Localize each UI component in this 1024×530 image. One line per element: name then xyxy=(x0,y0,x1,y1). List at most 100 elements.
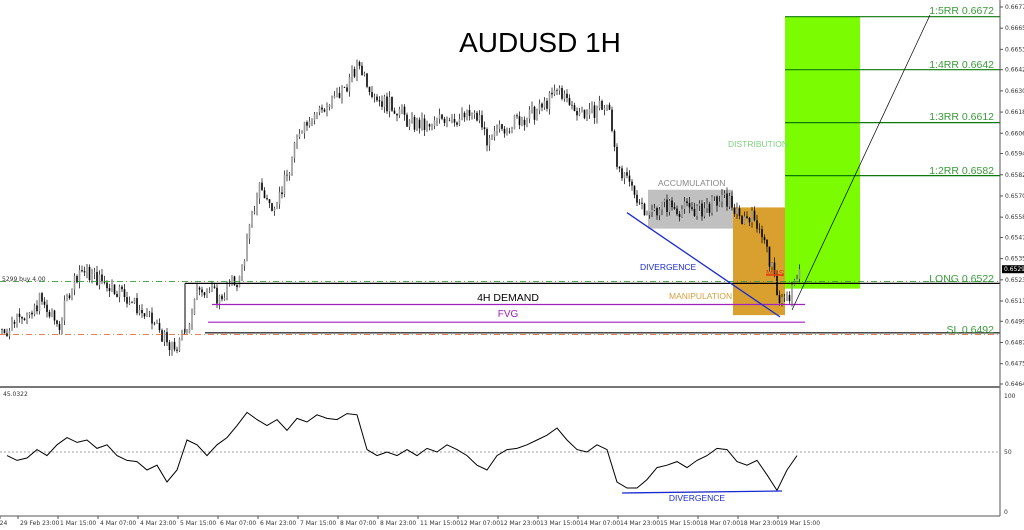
candle xyxy=(61,320,63,330)
candle xyxy=(303,122,306,134)
time-tick-label: 2024 xyxy=(0,520,7,527)
candle xyxy=(223,297,226,300)
candle xyxy=(488,137,491,146)
candle xyxy=(243,260,246,266)
candle xyxy=(498,124,501,129)
candle xyxy=(363,73,366,75)
candle xyxy=(743,216,746,225)
candle xyxy=(751,210,753,223)
candle xyxy=(648,212,651,215)
candle xyxy=(401,106,403,110)
price-tick-label: 0.65825 xyxy=(1005,172,1024,179)
candle xyxy=(671,200,673,208)
candle xyxy=(16,313,18,324)
price-tick-label: 0.66060 xyxy=(1005,130,1024,137)
candle xyxy=(8,330,11,336)
candle xyxy=(593,105,596,119)
candle xyxy=(508,131,511,133)
candle xyxy=(386,96,388,112)
candle xyxy=(186,333,188,335)
candle xyxy=(768,246,771,267)
candle xyxy=(76,276,78,283)
candle xyxy=(13,321,16,324)
candle xyxy=(678,214,681,217)
candle xyxy=(603,107,606,110)
time-tick-label: 12 Mar 07:00 xyxy=(460,520,500,527)
candle xyxy=(541,103,543,108)
price-tick-label: 0.65945 xyxy=(1005,151,1024,158)
candle xyxy=(358,61,361,66)
tp-4rr-label: 1:4RR 0.6642 xyxy=(929,59,994,71)
candle xyxy=(53,310,56,321)
candle xyxy=(78,270,81,283)
candle xyxy=(686,201,688,203)
candle xyxy=(316,112,318,115)
candle xyxy=(168,342,171,351)
candle xyxy=(133,298,136,303)
candle xyxy=(556,90,558,91)
candle xyxy=(643,203,646,216)
candle xyxy=(596,108,598,119)
candle xyxy=(681,209,683,217)
time-tick-label: 7 Mar 15:00 xyxy=(300,520,336,527)
mss-label: MSS xyxy=(766,268,785,278)
candle xyxy=(393,110,396,114)
candle xyxy=(481,115,483,128)
candle xyxy=(146,313,148,317)
time-tick-label: 18 Mar 23:00 xyxy=(740,520,780,527)
candle xyxy=(438,114,441,119)
candle xyxy=(171,341,173,351)
candle xyxy=(408,120,411,127)
candle xyxy=(378,100,381,102)
candle xyxy=(773,262,776,275)
candle xyxy=(503,128,506,134)
candle xyxy=(753,210,756,221)
candle xyxy=(571,104,573,106)
candle xyxy=(691,207,693,209)
candle xyxy=(641,202,643,204)
candle xyxy=(731,196,733,208)
candle xyxy=(206,291,208,296)
time-tick-label: 4 Mar 23:00 xyxy=(140,520,176,527)
candle xyxy=(736,208,738,214)
time-tick-label: 8 Mar 07:00 xyxy=(340,520,376,527)
candle xyxy=(526,118,528,126)
candle xyxy=(333,96,336,98)
price-tick-label: 0.64755 xyxy=(1005,361,1024,368)
candle xyxy=(513,115,516,130)
candle xyxy=(91,273,93,281)
candle xyxy=(218,295,221,304)
candle xyxy=(536,110,538,120)
candle xyxy=(353,68,356,77)
candle xyxy=(98,274,101,286)
candle xyxy=(338,92,341,98)
candle xyxy=(501,124,503,129)
candle xyxy=(38,293,41,312)
candle xyxy=(658,209,661,216)
candle xyxy=(161,330,163,342)
candle xyxy=(158,323,161,331)
candle xyxy=(588,108,591,115)
candle xyxy=(323,109,326,112)
candle xyxy=(576,110,578,116)
price-tick-label: 0.64995 xyxy=(1005,318,1024,325)
candle xyxy=(273,208,276,211)
candle xyxy=(326,106,328,112)
candle xyxy=(166,332,168,343)
rsi-value-label: 45.0322 xyxy=(3,391,28,398)
candle xyxy=(433,120,436,127)
candle xyxy=(791,285,793,302)
candle xyxy=(68,295,71,298)
candle xyxy=(538,103,541,111)
candle xyxy=(518,116,521,126)
candle xyxy=(33,305,36,315)
candle xyxy=(798,269,801,279)
candle xyxy=(241,265,243,276)
candle xyxy=(626,172,628,176)
candle xyxy=(468,109,471,116)
candle xyxy=(683,201,686,210)
candle xyxy=(143,313,146,317)
candle xyxy=(723,193,726,195)
candle xyxy=(793,280,796,286)
